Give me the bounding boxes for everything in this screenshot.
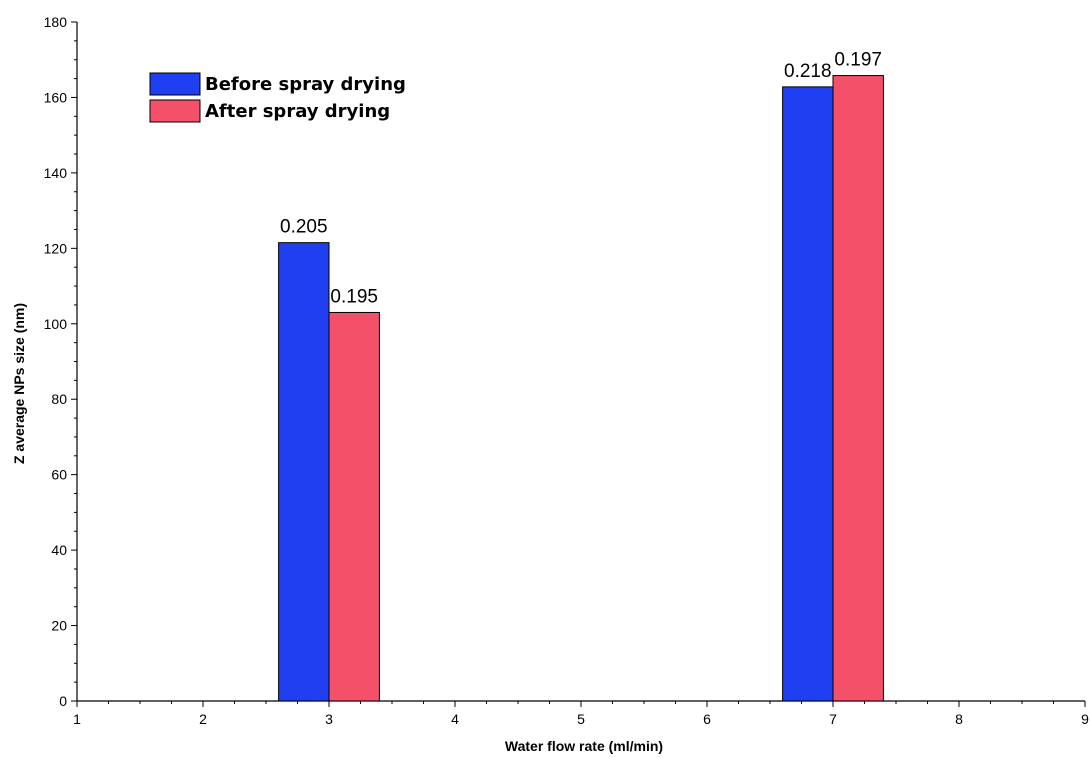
- axes: 0 20 40 60 80 100 120 140 160 180 1 2 3 4 5 6 7 8 9: [44, 14, 1089, 727]
- x-tick-label: 5: [577, 711, 585, 727]
- y-tick-label: 180: [44, 14, 68, 30]
- bar-data-label: 0.218: [784, 61, 832, 82]
- bar-before-7: [782, 86, 834, 702]
- bar-data-label: 0.205: [280, 217, 328, 238]
- x-tick-label: 6: [703, 711, 711, 727]
- bars: [278, 75, 884, 702]
- legend-label: Before spray drying: [205, 74, 406, 95]
- y-tick-label: 0: [59, 693, 67, 709]
- x-tick-label: 2: [199, 711, 207, 727]
- legend-swatch: [149, 72, 201, 96]
- y-tick-label: 100: [44, 316, 68, 332]
- y-tick-label: 80: [51, 391, 67, 407]
- bar-before-3: [278, 242, 330, 702]
- y-axis-title: Z average NPs size (nm): [11, 303, 27, 464]
- bar-after-3: [328, 311, 380, 702]
- x-axis-title: Water flow rate (ml/min): [505, 738, 663, 754]
- legend-swatch: [149, 99, 201, 123]
- y-tick-label: 20: [51, 618, 67, 634]
- x-tick-label: 7: [829, 711, 837, 727]
- legend: Before spray drying After spray drying: [149, 72, 406, 123]
- x-tick-label: 9: [1081, 711, 1089, 727]
- bar-after-7: [832, 75, 884, 702]
- y-tick-label: 120: [44, 240, 68, 256]
- y-tick-label: 60: [51, 467, 67, 483]
- x-tick-label: 4: [451, 711, 459, 727]
- x-tick-label: 1: [73, 711, 81, 727]
- legend-label: After spray drying: [205, 101, 390, 122]
- y-tick-label: 160: [44, 89, 68, 105]
- bar-data-label: 0.195: [330, 286, 378, 307]
- y-tick-label: 140: [44, 165, 68, 181]
- bar-data-label: 0.197: [834, 50, 882, 71]
- x-tick-label: 3: [325, 711, 333, 727]
- y-tick-label: 40: [51, 542, 67, 558]
- x-tick-label: 8: [955, 711, 963, 727]
